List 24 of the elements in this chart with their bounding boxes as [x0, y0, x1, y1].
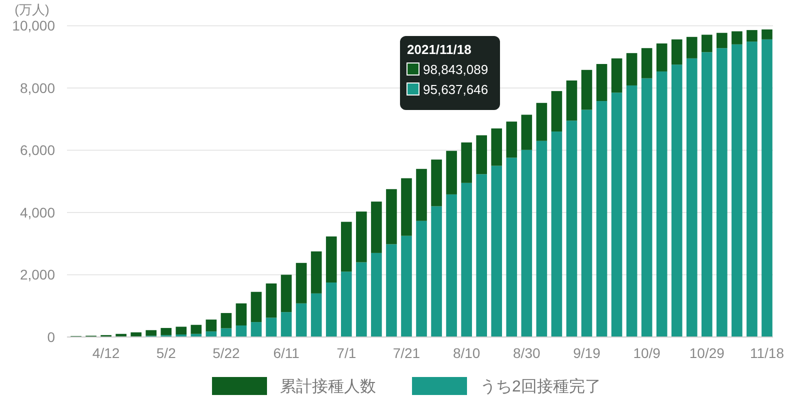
y-tick-label: 0	[47, 328, 56, 345]
legend-label: うち2回接種完了	[480, 378, 601, 396]
y-tick-label: 2,000	[20, 266, 56, 283]
x-tick-label: 10/29	[689, 345, 725, 361]
annotation: 95,637,646	[423, 82, 488, 97]
x-tick-label: 9/19	[573, 345, 601, 361]
annotation: 98,843,089	[423, 62, 488, 77]
y-tick-label: 8,000	[20, 80, 56, 96]
y-axis-title: (万人)	[14, 2, 50, 17]
y-tick-label: 6,000	[20, 142, 56, 158]
x-tick-label: 7/1	[336, 345, 356, 361]
x-tick-label: 10/9	[633, 345, 661, 361]
x-tick-label: 5/2	[156, 345, 176, 361]
legend-label: 累計接種人数	[280, 378, 376, 396]
x-tick-label: 8/10	[452, 345, 480, 361]
x-tick-label: 5/22	[212, 345, 240, 361]
x-tick-label: 8/30	[513, 345, 540, 361]
y-tick-label: 4,000	[20, 204, 56, 220]
x-tick-label: 7/21	[392, 345, 420, 361]
y-tick-label: 10,000	[12, 18, 56, 34]
annotation: 2021/11/18	[407, 42, 472, 57]
x-tick-label: 6/11	[273, 345, 300, 361]
x-tick-label: 4/12	[92, 345, 120, 361]
x-tick-label: 11/18	[750, 345, 784, 361]
